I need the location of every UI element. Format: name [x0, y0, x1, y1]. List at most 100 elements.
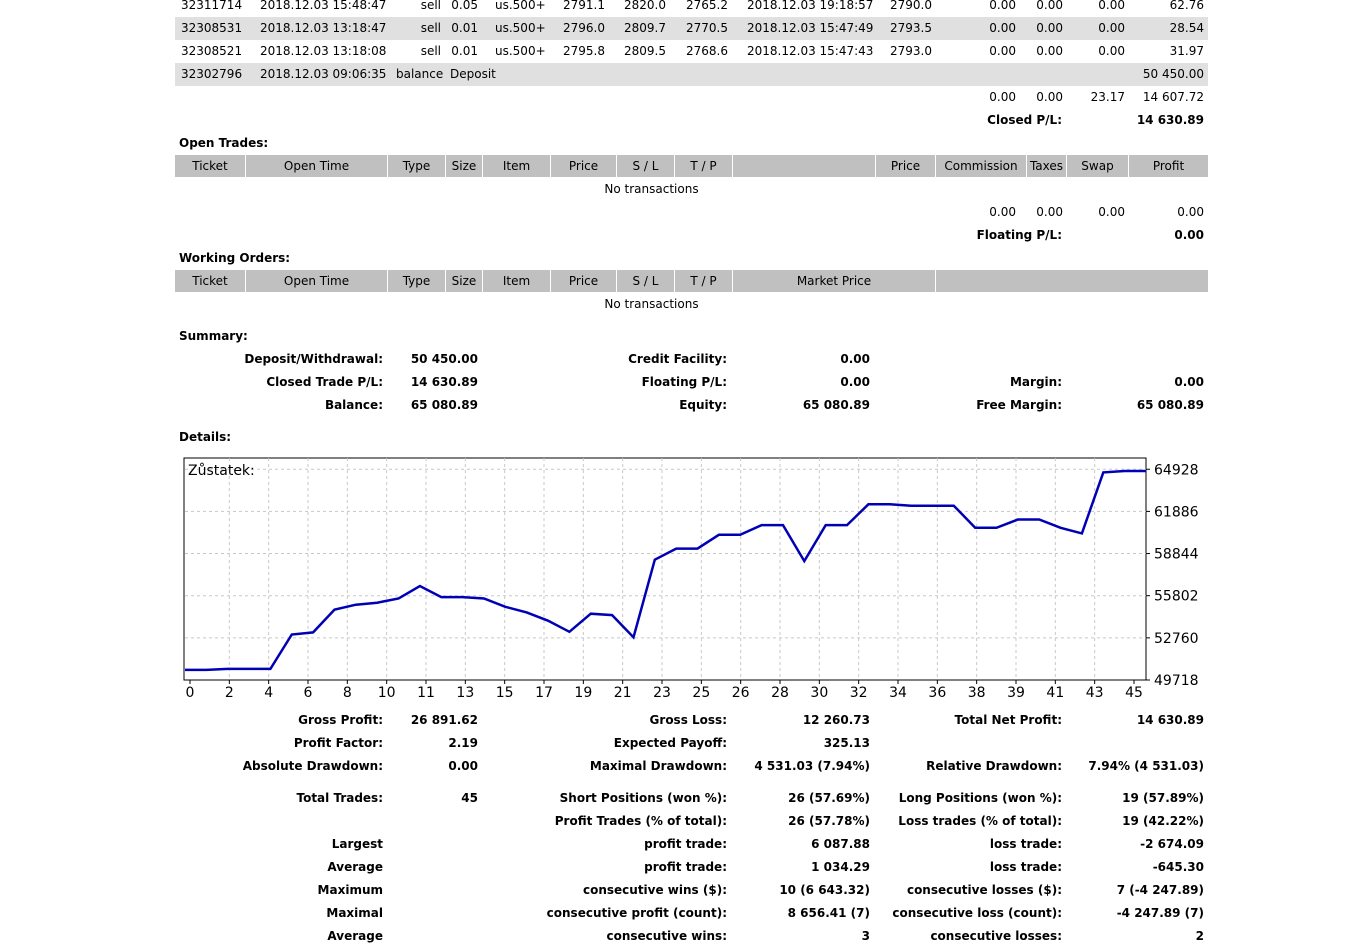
cell-swap: 0.00	[1098, 0, 1125, 12]
deposit-profit: 50 450.00	[1142, 67, 1204, 81]
x-tick-label: 39	[1007, 685, 1025, 701]
stat-avg-cons-losses: 2	[1195, 929, 1204, 943]
x-tick-label: 10	[378, 685, 396, 701]
x-tick-label: 13	[456, 685, 474, 701]
stat-gross-loss: 12 260.73	[802, 713, 870, 727]
cell-taxes: 0.00	[1036, 21, 1063, 35]
balance-line	[185, 469, 1146, 672]
stat-gross-loss-label: Gross Loss:	[649, 713, 727, 727]
stat-largest-loss-label: loss trade:	[989, 837, 1062, 851]
working-header-cell: Open Time	[245, 270, 387, 292]
stat-max-cons-losses: 7 (-4 247.89)	[1116, 883, 1204, 897]
open-commission-total: 0.00	[989, 205, 1016, 219]
stat-rel-dd: 7.94% (4 531.03)	[1088, 759, 1204, 773]
cell-price: 2796.0	[563, 21, 605, 35]
open-swap-total: 0.00	[1098, 205, 1125, 219]
balance-label: Balance:	[324, 398, 383, 412]
x-tick-label: 38	[968, 685, 986, 701]
deposit-value: 50 450.00	[410, 352, 478, 366]
x-tick-label: 30	[810, 685, 828, 701]
open-header-cell: Price	[875, 155, 935, 177]
stat-expected-payoff-label: Expected Payoff:	[613, 736, 727, 750]
cell-type: sell	[420, 21, 441, 35]
closed-commission-total: 0.00	[989, 90, 1016, 104]
stat-long: 19 (57.89%)	[1122, 791, 1204, 805]
cell-close-time: 2018.12.03 15:47:43	[747, 44, 874, 58]
cell-sl: 2820.0	[624, 0, 666, 12]
equity-label: Equity:	[679, 398, 727, 412]
deposit-time: 2018.12.03 09:06:35	[260, 67, 387, 81]
cell-commission: 0.00	[989, 44, 1016, 58]
cell-tp: 2768.6	[686, 44, 728, 58]
cell-sl: 2809.7	[624, 21, 666, 35]
deposit-row: 32302796 2018.12.03 09:06:35 balance Dep…	[175, 63, 1208, 86]
balance-value: 65 080.89	[410, 398, 478, 412]
x-tick-label: 6	[304, 685, 313, 701]
stat-average-label: Average	[327, 860, 383, 874]
summary-title: Summary:	[179, 329, 248, 343]
cell-item: us.500+	[495, 44, 546, 58]
stat-avg-cons-wins-label: consecutive wins:	[606, 929, 727, 943]
working-header-cell: T / P	[674, 270, 732, 292]
open-header-cell: Price	[550, 155, 616, 177]
x-tick-label: 21	[614, 685, 632, 701]
cell-item: us.500+	[495, 21, 546, 35]
stat-avg-cons-losses-label: consecutive losses:	[930, 929, 1062, 943]
stat-maximal-cons-loss: -4 247.89 (7)	[1116, 906, 1204, 920]
stat-gross-profit: 26 891.62	[410, 713, 478, 727]
working-header-cell: Size	[445, 270, 482, 292]
cell-tp: 2770.5	[686, 21, 728, 35]
working-header-cell	[935, 270, 1208, 292]
x-tick-label: 32	[850, 685, 868, 701]
balance-chart: 64928 61886 58844 55802 52760 49718 0 2 4 6 8 10 11…	[183, 457, 1199, 701]
x-tick-label: 19	[574, 685, 592, 701]
open-header-cell: Profit	[1128, 155, 1208, 177]
open-header-cell: Ticket	[192, 159, 228, 173]
stat-total-net-label: Total Net Profit:	[954, 713, 1062, 727]
x-tick-label: 25	[692, 685, 710, 701]
open-taxes-total: 0.00	[1036, 205, 1063, 219]
x-tick-label: 11	[417, 685, 435, 701]
x-tick-label: 2	[225, 685, 234, 701]
cell-swap: 0.00	[1098, 44, 1125, 58]
cell-swap: 0.00	[1098, 21, 1125, 35]
closed-trade-pl-value: 14 630.89	[410, 375, 478, 389]
working-header-cell: Market Price	[732, 270, 935, 292]
cell-profit: 62.76	[1169, 0, 1204, 12]
closed-pl-value: 14 630.89	[1136, 113, 1204, 127]
open-header-cell: S / L	[616, 155, 674, 177]
x-tick-label: 28	[771, 685, 789, 701]
deposit-type: balance	[396, 67, 444, 81]
y-tick-label: 52760	[1154, 631, 1199, 647]
margin-value: 0.00	[1174, 375, 1204, 389]
cell-open-time: 2018.12.03 13:18:08	[260, 44, 387, 58]
open-header-cell: T / P	[674, 155, 732, 177]
working-header-cell: Item	[482, 270, 550, 292]
free-margin-label: Free Margin:	[976, 398, 1062, 412]
stat-gross-profit-label: Gross Profit:	[298, 713, 383, 727]
y-axis-ticks: 64928 61886 58844 55802 52760 49718	[1146, 462, 1199, 689]
free-margin-value: 65 080.89	[1136, 398, 1204, 412]
cell-size: 0.05	[451, 0, 478, 12]
stat-maximal-cons-profit-label: consecutive profit (count):	[546, 906, 727, 920]
cell-item: us.500+	[495, 0, 546, 12]
stat-profit-factor-label: Profit Factor:	[293, 736, 383, 750]
stat-abs-dd: 0.00	[448, 759, 478, 773]
working-orders-empty: No transactions	[604, 297, 699, 311]
stat-profit-trades-label: Profit Trades (% of total):	[554, 814, 727, 828]
summary-floating-label: Floating P/L:	[641, 375, 727, 389]
working-header-cell: Ticket	[192, 274, 228, 288]
stat-average-profit-label: profit trade:	[644, 860, 727, 874]
x-tick-label: 45	[1125, 685, 1143, 701]
stat-largest-loss: -2 674.09	[1140, 837, 1204, 851]
stat-maximum-label: Maximum	[317, 883, 383, 897]
stat-rel-dd-label: Relative Drawdown:	[926, 759, 1062, 773]
cell-ticket: 32311714	[181, 0, 243, 12]
cell-taxes: 0.00	[1036, 44, 1063, 58]
equity-value: 65 080.89	[802, 398, 870, 412]
stat-average-loss: -645.30	[1152, 860, 1204, 874]
stat-profit-trades: 26 (57.78%)	[788, 814, 870, 828]
x-tick-label: 36	[928, 685, 946, 701]
deposit-item: Deposit	[450, 67, 496, 81]
